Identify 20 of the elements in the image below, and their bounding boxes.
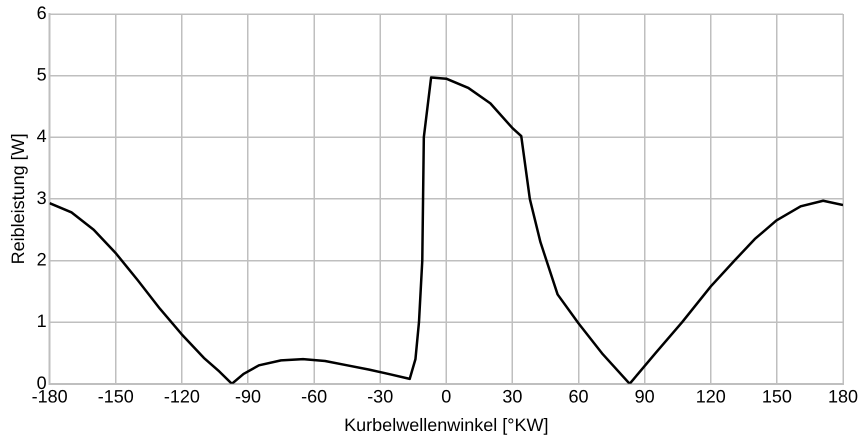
x-tick-label: -90 xyxy=(234,386,261,407)
y-tick-label: 1 xyxy=(36,311,47,332)
x-tick-label: 150 xyxy=(762,386,792,407)
y-tick-label: 6 xyxy=(36,2,47,23)
x-tick-label: 180 xyxy=(828,386,858,407)
x-tick-label: -30 xyxy=(367,386,394,407)
x-tick-label: 90 xyxy=(634,386,655,407)
x-tick-label: -120 xyxy=(164,386,200,407)
x-tick-label: -150 xyxy=(98,386,134,407)
x-tick-label: -60 xyxy=(301,386,328,407)
y-tick-label: 2 xyxy=(36,250,47,270)
y-axis-title: Reibleistung [W] xyxy=(8,133,28,264)
x-tick-label: 60 xyxy=(568,386,589,407)
x-tick-label: 30 xyxy=(502,386,522,407)
x-axis-title: Kurbelwellenwinkel [°KW] xyxy=(344,415,548,436)
y-tick-label: 3 xyxy=(36,188,47,208)
y-tick-label: 5 xyxy=(36,64,47,85)
x-tick-label: 0 xyxy=(441,386,452,407)
x-tick-label: 120 xyxy=(696,386,726,407)
y-tick-label: 4 xyxy=(36,126,47,146)
